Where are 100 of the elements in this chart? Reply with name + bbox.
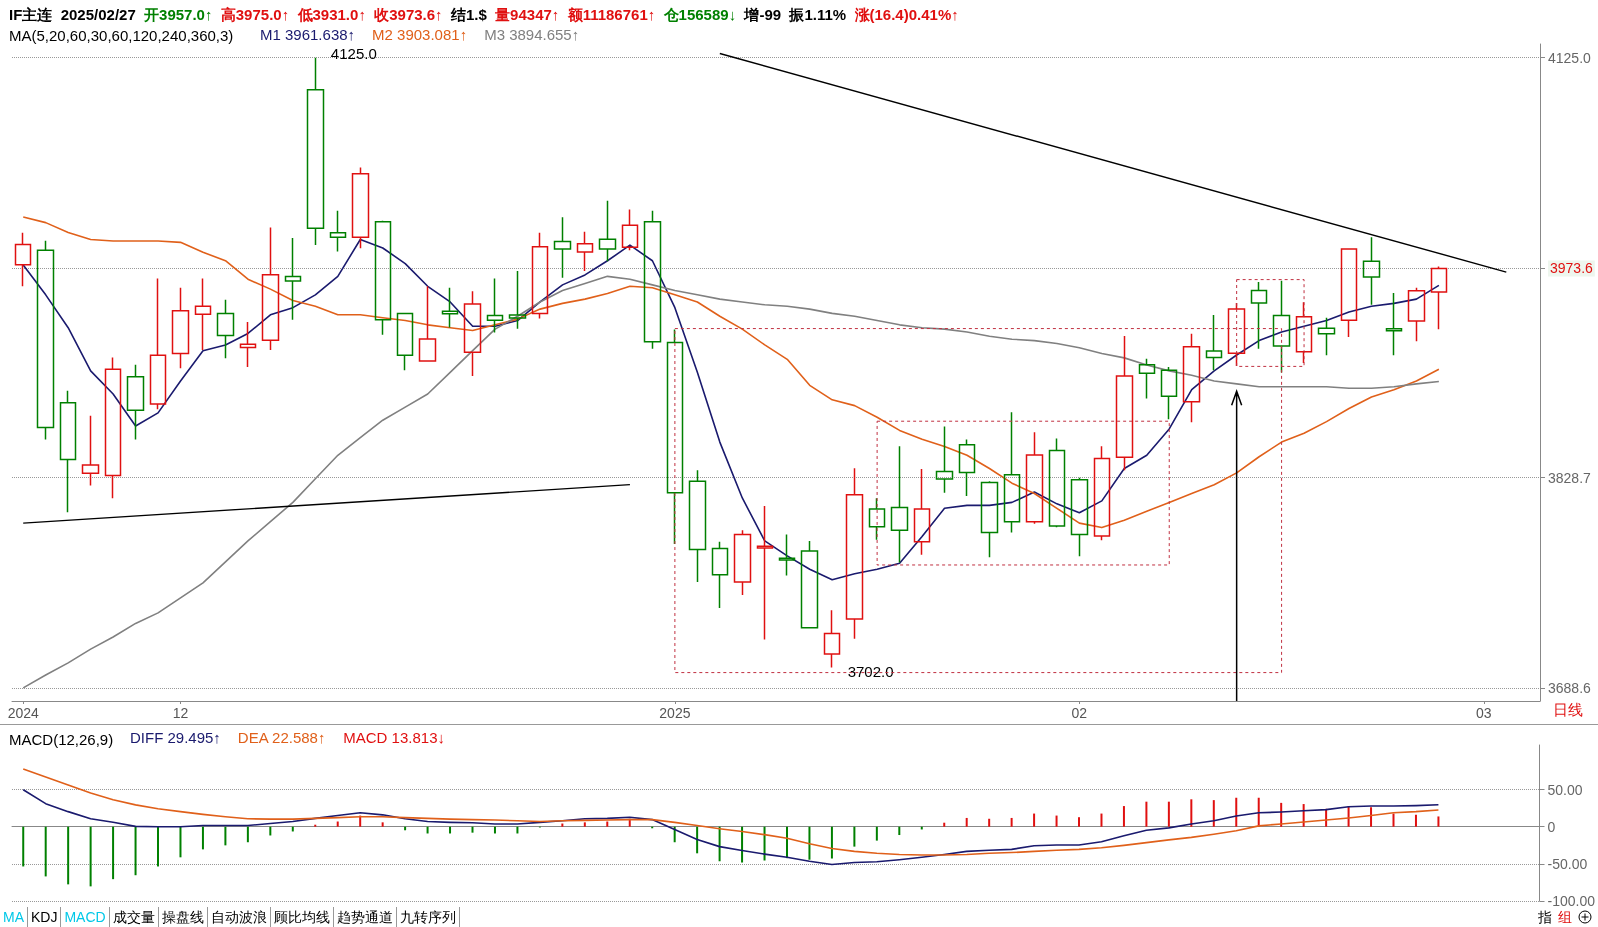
candlestick xyxy=(396,312,414,372)
bar xyxy=(830,826,833,859)
bar xyxy=(875,826,878,841)
candlestick xyxy=(239,321,257,368)
bar xyxy=(246,826,249,843)
bar xyxy=(112,826,115,880)
bar xyxy=(741,826,744,863)
candlestick xyxy=(351,166,370,249)
text: 量94347↑ xyxy=(494,6,560,23)
candlestick xyxy=(441,287,459,329)
text: 结1.$ xyxy=(449,6,488,23)
text: MACD 13.813↓ xyxy=(343,729,445,746)
candlestick xyxy=(1138,358,1156,400)
candlestick xyxy=(1182,333,1201,423)
candlestick xyxy=(1250,281,1268,350)
bar xyxy=(1100,813,1103,827)
bar xyxy=(1145,801,1148,827)
candlestick xyxy=(171,287,190,370)
candlestick xyxy=(778,533,796,577)
bar xyxy=(336,821,339,827)
bar xyxy=(1055,815,1058,827)
bar xyxy=(606,821,609,827)
bar xyxy=(808,826,811,860)
bar xyxy=(853,826,856,847)
candlestick xyxy=(845,467,864,640)
candlestick xyxy=(374,220,392,336)
legend-title: MA(5,20,60,30,60,120,240,360,3) xyxy=(9,27,234,44)
text: 额11186761↑ xyxy=(566,6,656,23)
candlestick xyxy=(463,290,482,377)
candlestick xyxy=(261,226,280,351)
bar xyxy=(1235,797,1238,827)
y-tick-label: 3688.6 xyxy=(1548,679,1592,696)
text: 成交量 xyxy=(109,907,159,927)
candlestick xyxy=(284,237,302,321)
candlestick xyxy=(1407,287,1426,342)
text: MA xyxy=(0,907,28,927)
candlestick xyxy=(711,541,729,609)
text: 开3957.0↑ xyxy=(143,6,213,23)
candlestick xyxy=(329,210,347,253)
bar xyxy=(561,823,564,827)
candlestick xyxy=(1385,292,1403,357)
y-tick-label: 50.00 xyxy=(1547,781,1583,798)
chart-title: IF主连 xyxy=(9,6,54,23)
candlestick xyxy=(913,468,931,556)
candlestick xyxy=(1048,437,1066,529)
bar xyxy=(179,826,182,858)
bar xyxy=(696,826,699,854)
bar xyxy=(1392,813,1395,827)
bar xyxy=(22,826,25,867)
annotation: 3702.0 xyxy=(847,662,894,680)
bar xyxy=(134,826,137,876)
bar xyxy=(965,817,968,827)
candlestick xyxy=(1093,445,1111,541)
candlestick xyxy=(486,277,504,334)
y-tick-label: 3828.7 xyxy=(1548,469,1592,486)
candlestick xyxy=(508,270,527,330)
candlestick xyxy=(531,232,549,320)
y-tick-label: 0 xyxy=(1547,818,1556,835)
candlestick xyxy=(306,56,325,246)
text: M1 3961.638↑ xyxy=(260,26,356,43)
text: 组 xyxy=(1558,909,1572,925)
text: 指 xyxy=(1538,909,1552,925)
text: 低3931.0↑ xyxy=(296,6,366,23)
candlestick xyxy=(14,232,32,287)
text: 振1.11% xyxy=(788,6,847,23)
text: DIFF 29.495↑ xyxy=(130,729,221,746)
candlestick xyxy=(621,208,639,252)
candlestick xyxy=(598,199,617,263)
bar xyxy=(89,826,92,887)
text: 仓156589↓ xyxy=(662,6,737,23)
candlestick xyxy=(1025,431,1044,525)
candlestick xyxy=(1160,366,1178,420)
text: 收3973.6↑ xyxy=(374,6,443,23)
candlestick xyxy=(1115,335,1134,471)
bar xyxy=(988,818,991,827)
candlestick xyxy=(104,356,122,499)
bar xyxy=(1414,814,1417,827)
candlestick xyxy=(823,609,841,669)
candlestick xyxy=(81,414,100,487)
text: DEA 22.588↑ xyxy=(237,729,326,746)
y-tick-label: 3973.6 xyxy=(1550,260,1594,277)
y-tick-label: -50.00 xyxy=(1547,855,1588,872)
bar xyxy=(44,826,47,877)
y-tick-label: -100.00 xyxy=(1547,893,1596,909)
candlestick xyxy=(36,239,55,441)
candlestick xyxy=(1070,477,1089,557)
candlestick xyxy=(756,505,774,641)
x-tick-label: 03 xyxy=(1476,705,1492,721)
text: MACD xyxy=(61,907,110,927)
text: 高3975.0↑ xyxy=(220,6,290,23)
bar xyxy=(381,822,384,827)
candlestick xyxy=(1340,247,1358,338)
candlestick xyxy=(59,389,77,514)
bar xyxy=(201,826,204,850)
text: M2 3903.081↑ xyxy=(372,26,468,43)
bar xyxy=(1370,807,1373,827)
bar xyxy=(1033,813,1036,827)
bar xyxy=(1167,801,1170,827)
bar xyxy=(157,826,160,867)
line-series xyxy=(22,275,1440,689)
